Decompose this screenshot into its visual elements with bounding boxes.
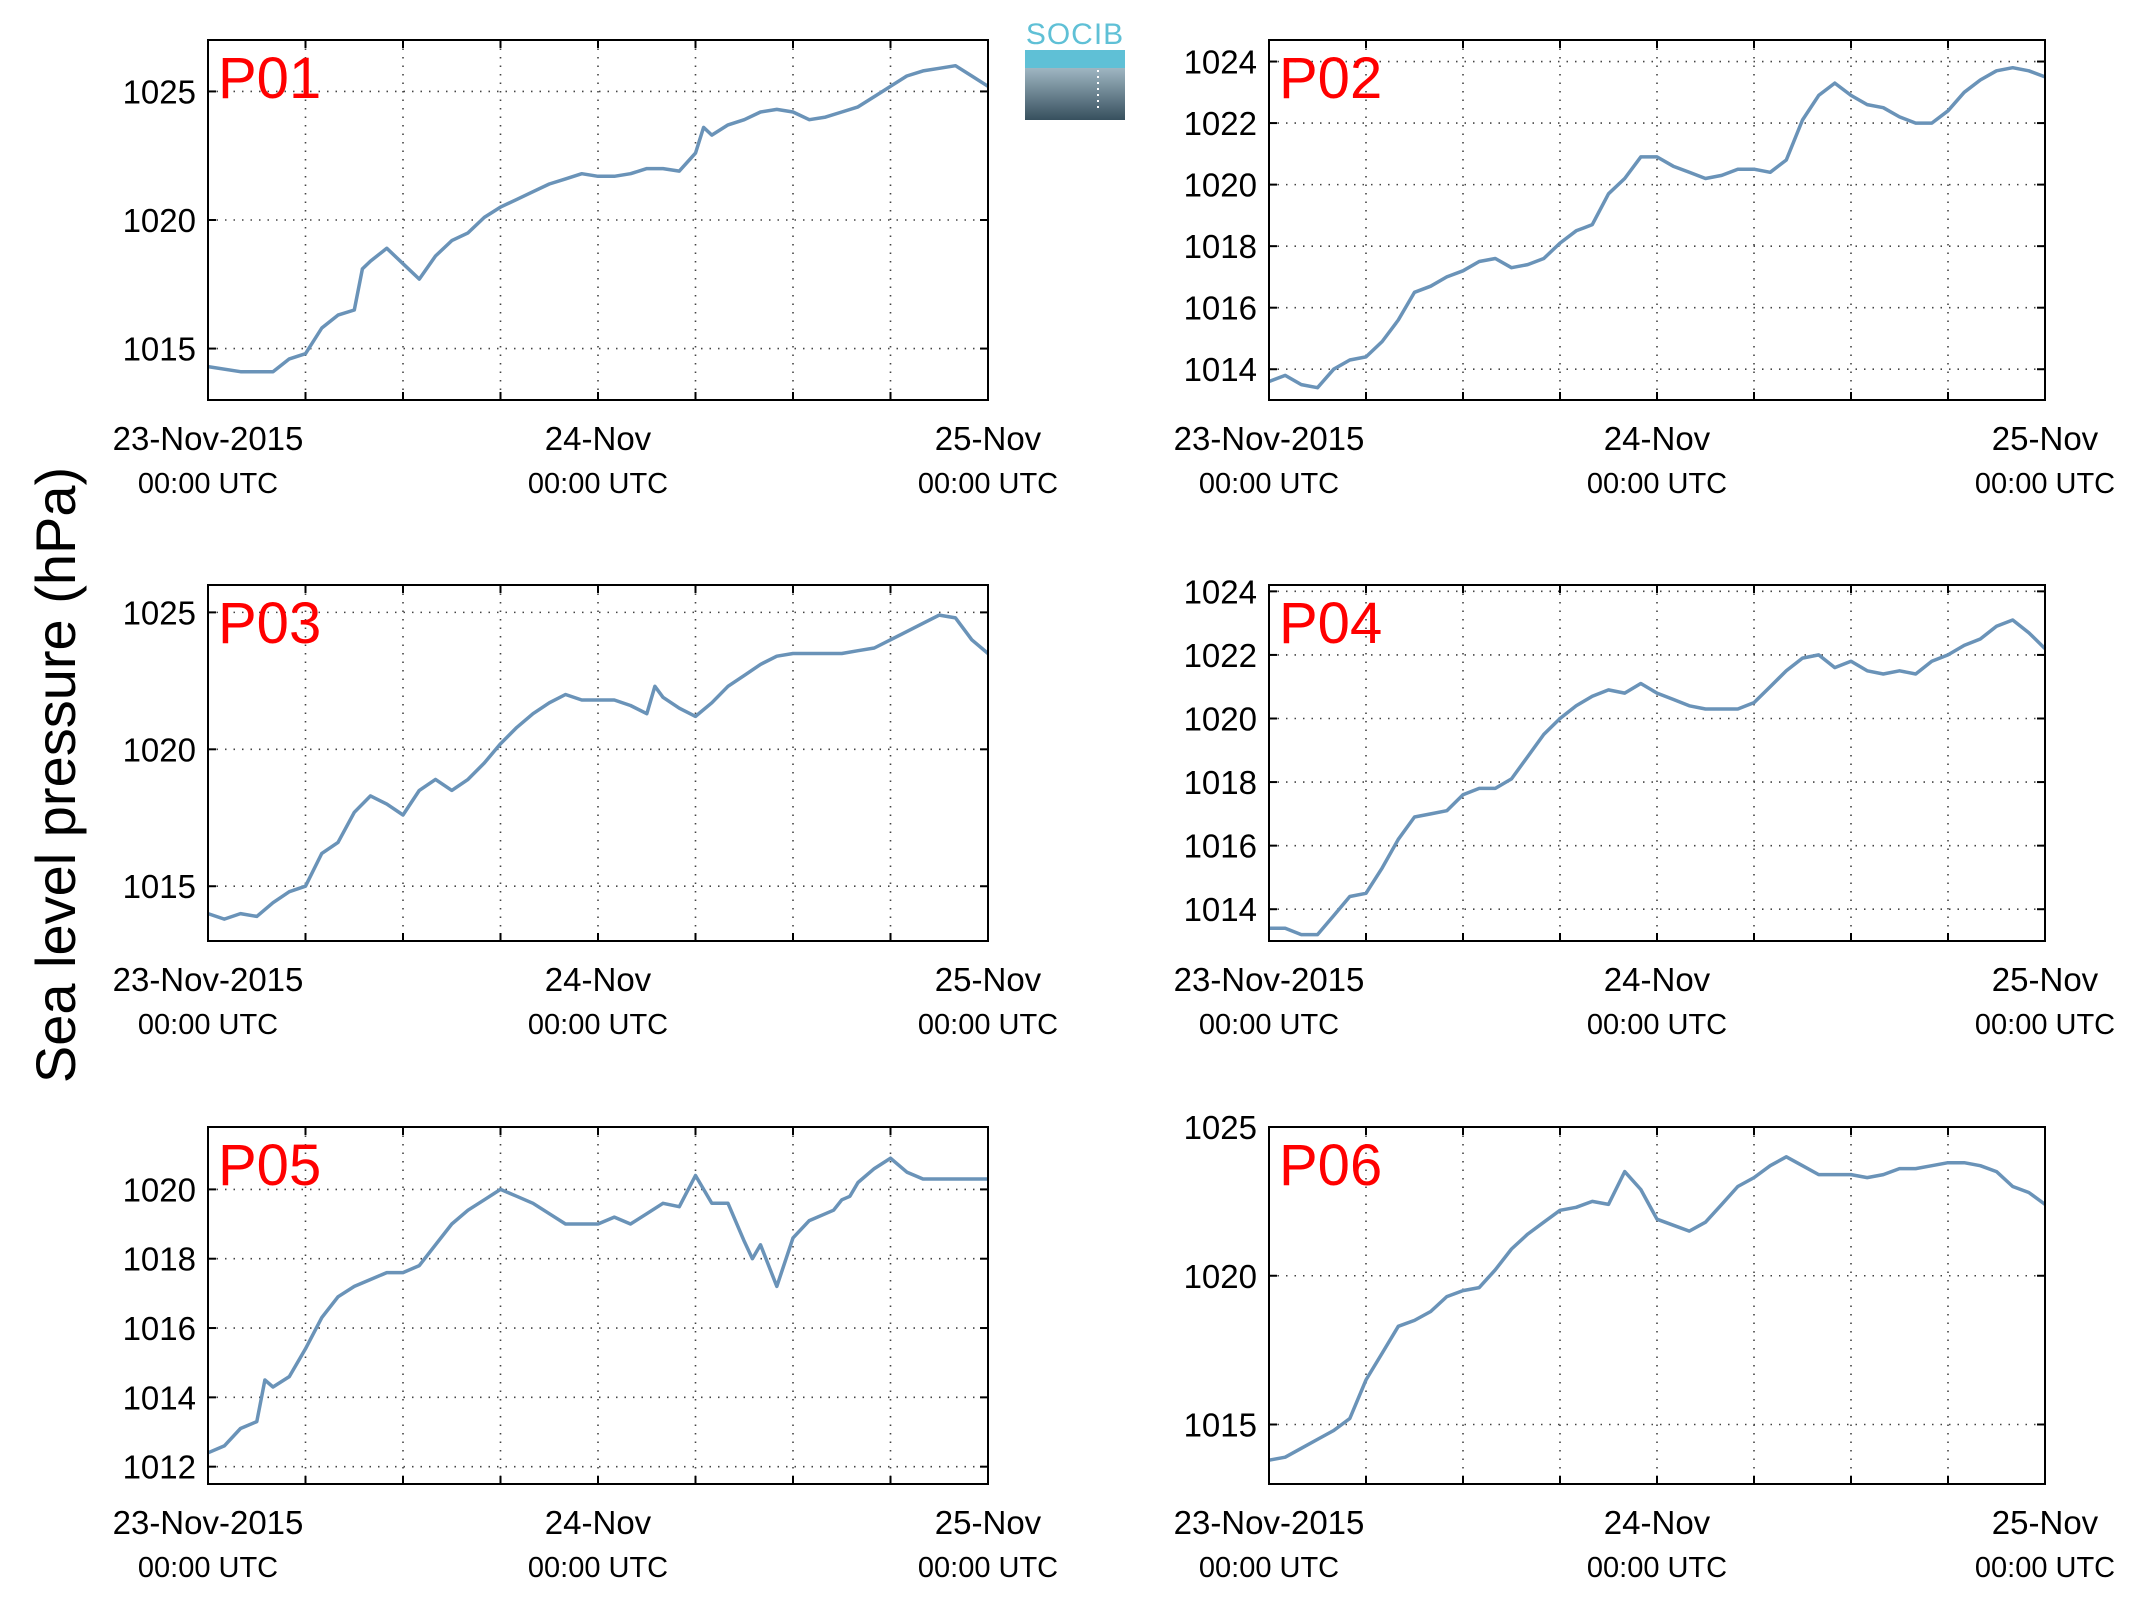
chart-panel: 1014 1016 1018 1020 1022 1024 23-Nov-2015 00:00… (1174, 39, 2115, 500)
y-tick-label: 1022 (1184, 637, 1257, 674)
x-tick-sublabel: 00:00 UTC (138, 1009, 278, 1041)
panel-title: P03 (218, 591, 321, 656)
series-line (1268, 1155, 2047, 1462)
socib-logo: SOCIB (1025, 18, 1125, 120)
x-tick-sublabel: 00:00 UTC (528, 468, 668, 500)
x-tick-label: 25-Nov (1992, 1504, 2099, 1541)
logo-body (1025, 68, 1125, 120)
y-tick-label: 1016 (123, 1310, 196, 1347)
x-tick-label: 24-Nov (1604, 420, 1711, 457)
y-tick-label: 1018 (1184, 764, 1257, 801)
x-tick-sublabel: 00:00 UTC (138, 468, 278, 500)
y-tick-label: 1020 (123, 1171, 196, 1208)
chart-panel: 1015 1020 1025 23-Nov-2015 00:00 UTC 24-Nov 00… (113, 39, 1058, 500)
panel-title: P06 (1279, 1133, 1382, 1198)
panel-title: P05 (218, 1133, 321, 1198)
y-tick-label: 1022 (1184, 105, 1257, 142)
chart-panel: 1015 1020 1025 23-Nov-2015 00:00 UTC 24-Nov 00… (113, 584, 1058, 1041)
chart-panel: 1014 1016 1018 1020 1022 1024 23-Nov-2015 00:00… (1174, 573, 2116, 1041)
x-tick-label: 25-Nov (935, 961, 1042, 998)
y-tick-label: 1024 (1184, 44, 1257, 81)
x-tick-label: 24-Nov (545, 961, 652, 998)
x-tick-sublabel: 00:00 UTC (918, 1009, 1058, 1041)
x-tick-label: 23-Nov-2015 (1174, 420, 1365, 457)
x-tick-label: 25-Nov (935, 1504, 1042, 1541)
x-tick-sublabel: 00:00 UTC (918, 468, 1058, 500)
x-tick-label: 24-Nov (1604, 1504, 1711, 1541)
y-tick-label: 1014 (1184, 891, 1257, 928)
x-tick-sublabel: 00:00 UTC (1975, 1009, 2115, 1041)
x-tick-label: 25-Nov (1992, 961, 2099, 998)
y-tick-label: 1020 (1184, 701, 1257, 738)
x-tick-label: 23-Nov-2015 (113, 1504, 304, 1541)
x-tick-sublabel: 00:00 UTC (918, 1552, 1058, 1584)
x-tick-sublabel: 00:00 UTC (1199, 468, 1339, 500)
x-tick-sublabel: 00:00 UTC (1587, 1009, 1727, 1041)
x-tick-sublabel: 00:00 UTC (1975, 468, 2115, 500)
y-tick-label: 1020 (123, 202, 196, 239)
chart-panel: 1012 1014 1016 1018 1020 23-Nov-2015 00:00 UTC… (113, 1126, 1058, 1584)
y-tick-label: 1025 (123, 594, 196, 631)
series-line (207, 63, 989, 374)
y-tick-label: 1025 (1184, 1109, 1257, 1146)
series-line (207, 613, 990, 921)
y-tick-label: 1020 (123, 731, 196, 768)
chart-panel: 1015 1020 1025 23-Nov-2015 00:00 UTC 24-Nov 00… (1174, 1109, 2116, 1584)
panel-title: P02 (1279, 46, 1382, 111)
x-tick-label: 24-Nov (545, 1504, 652, 1541)
y-axis-label: Sea level pressure (hPa) (24, 467, 87, 1083)
axes-frame (207, 584, 989, 942)
y-tick-label: 1015 (1184, 1407, 1257, 1444)
series-line (1269, 618, 2047, 937)
y-tick-label: 1018 (123, 1241, 196, 1278)
y-tick-label: 1024 (1184, 573, 1257, 610)
y-tick-label: 1020 (1184, 167, 1257, 204)
x-tick-sublabel: 00:00 UTC (1975, 1552, 2115, 1584)
y-tick-label: 1018 (1184, 228, 1257, 265)
y-tick-label: 1025 (123, 73, 196, 110)
axes-frame (1268, 584, 2046, 942)
x-tick-sublabel: 00:00 UTC (1199, 1552, 1339, 1584)
logo-text: SOCIB (1026, 18, 1124, 51)
series-line (207, 1156, 988, 1455)
panel-title: P04 (1279, 591, 1382, 656)
y-tick-label: 1014 (123, 1379, 196, 1416)
x-tick-label: 24-Nov (545, 420, 652, 457)
panel-title: P01 (218, 46, 321, 111)
x-tick-sublabel: 00:00 UTC (528, 1009, 668, 1041)
x-tick-sublabel: 00:00 UTC (528, 1552, 668, 1584)
x-tick-sublabel: 00:00 UTC (1587, 1552, 1727, 1584)
series-line (1268, 65, 2046, 390)
y-tick-label: 1015 (123, 331, 196, 368)
x-tick-sublabel: 00:00 UTC (1587, 468, 1727, 500)
x-tick-label: 23-Nov-2015 (1174, 1504, 1365, 1541)
logo-top-band (1025, 50, 1125, 68)
x-tick-label: 24-Nov (1604, 961, 1711, 998)
x-tick-label: 23-Nov-2015 (1174, 961, 1365, 998)
x-tick-sublabel: 00:00 UTC (1199, 1009, 1339, 1041)
x-tick-label: 25-Nov (935, 420, 1042, 457)
x-tick-label: 23-Nov-2015 (113, 961, 304, 998)
y-tick-label: 1016 (1184, 290, 1257, 327)
x-tick-label: 23-Nov-2015 (113, 420, 304, 457)
y-tick-label: 1012 (123, 1449, 196, 1486)
y-tick-label: 1014 (1184, 351, 1257, 388)
y-tick-label: 1020 (1184, 1258, 1257, 1295)
y-tick-label: 1016 (1184, 828, 1257, 865)
x-tick-label: 25-Nov (1992, 420, 2099, 457)
y-tick-label: 1015 (123, 868, 196, 905)
x-tick-sublabel: 00:00 UTC (138, 1552, 278, 1584)
